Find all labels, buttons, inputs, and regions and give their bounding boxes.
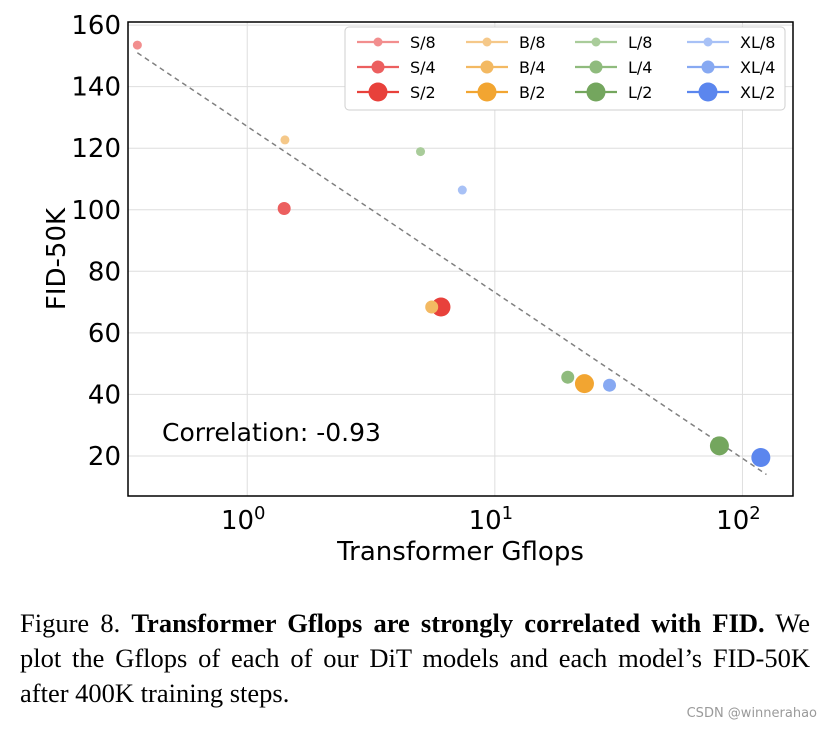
point-b-4	[425, 300, 439, 314]
legend-marker-s-2	[368, 82, 388, 102]
fid-vs-gflops-chart: 20 40 60 80 100 120 140 160 100 101 102 Transform…	[42, 11, 794, 567]
legend-label-l-8: L/8	[628, 33, 652, 52]
point-xl-8	[457, 185, 467, 195]
legend-label-l-4: L/4	[628, 58, 652, 77]
legend-label-xl-8: XL/8	[740, 33, 775, 52]
legend-marker-xl-2	[698, 82, 718, 102]
point-s-8	[132, 40, 142, 50]
y-tick-label: 60	[88, 319, 121, 349]
legend-label-b-2: B/2	[519, 83, 546, 102]
y-tick-label: 120	[71, 134, 121, 164]
x-tick-label: 100	[221, 503, 266, 536]
y-tick-label: 140	[71, 73, 121, 103]
y-tick-label: 100	[71, 196, 121, 226]
caption-text: We plot the Gflops of each of our DiT mo…	[20, 608, 810, 708]
legend-marker-s-8	[373, 37, 383, 47]
legend-marker-b-2	[477, 82, 497, 102]
legend-label-xl-4: XL/4	[740, 58, 775, 77]
legend-marker-xl-8	[703, 37, 713, 47]
point-b-8	[280, 135, 290, 145]
legend-label-b-4: B/4	[519, 58, 546, 77]
legend-marker-l-4	[589, 60, 603, 74]
caption-bold: Transformer Gflops are strongly correlat…	[131, 608, 765, 638]
correlation-annotation: Correlation: -0.93	[162, 418, 381, 447]
legend-marker-l-2	[586, 82, 606, 102]
y-axis-ticks: 20 40 60 80 100 120 140 160	[71, 11, 121, 472]
y-tick-label: 20	[88, 442, 121, 472]
y-tick-label: 40	[88, 380, 121, 410]
y-tick-label: 160	[71, 11, 121, 41]
point-l-4	[561, 370, 575, 384]
legend: S/8 S/4 S/2 B/8 B/4 B/2 L/8 L/4 L/2 XL/8 XL/4 XL/2	[344, 26, 786, 111]
legend-marker-s-4	[371, 60, 385, 74]
figure-caption: Figure 8. Transformer Gflops are strongl…	[20, 606, 810, 711]
legend-label-s-4: S/4	[410, 58, 436, 77]
point-b-2	[574, 374, 594, 394]
legend-box	[344, 26, 786, 111]
legend-marker-b-8	[482, 37, 492, 47]
legend-marker-xl-4	[701, 60, 715, 74]
legend-marker-b-4	[480, 60, 494, 74]
legend-label-l-2: L/2	[628, 83, 652, 102]
y-axis-label: FID-50K	[42, 207, 72, 310]
legend-label-b-8: B/8	[519, 33, 546, 52]
x-axis-ticks: 100 101 102	[221, 503, 761, 536]
legend-label-xl-2: XL/2	[740, 83, 775, 102]
x-tick-label: 101	[469, 503, 514, 536]
watermark: CSDN @winnerahao	[686, 706, 817, 721]
point-s-4	[277, 202, 291, 216]
point-l-8	[416, 147, 426, 157]
trendline-group	[136, 52, 767, 476]
point-xl-2	[751, 448, 771, 468]
point-l-2	[709, 436, 729, 456]
point-s-2	[431, 297, 451, 317]
x-tick-label: 102	[716, 503, 761, 536]
plot-frame	[127, 21, 794, 497]
caption-label: Figure 8.	[20, 608, 121, 638]
x-axis-label: Transformer Gflops	[336, 537, 584, 567]
legend-label-s-8: S/8	[410, 33, 436, 52]
legend-label-s-2: S/2	[410, 83, 436, 102]
trendline	[136, 52, 767, 476]
point-xl-4	[603, 378, 617, 392]
legend-marker-l-8	[591, 37, 601, 47]
y-tick-label: 80	[88, 257, 121, 287]
data-points	[132, 40, 771, 468]
